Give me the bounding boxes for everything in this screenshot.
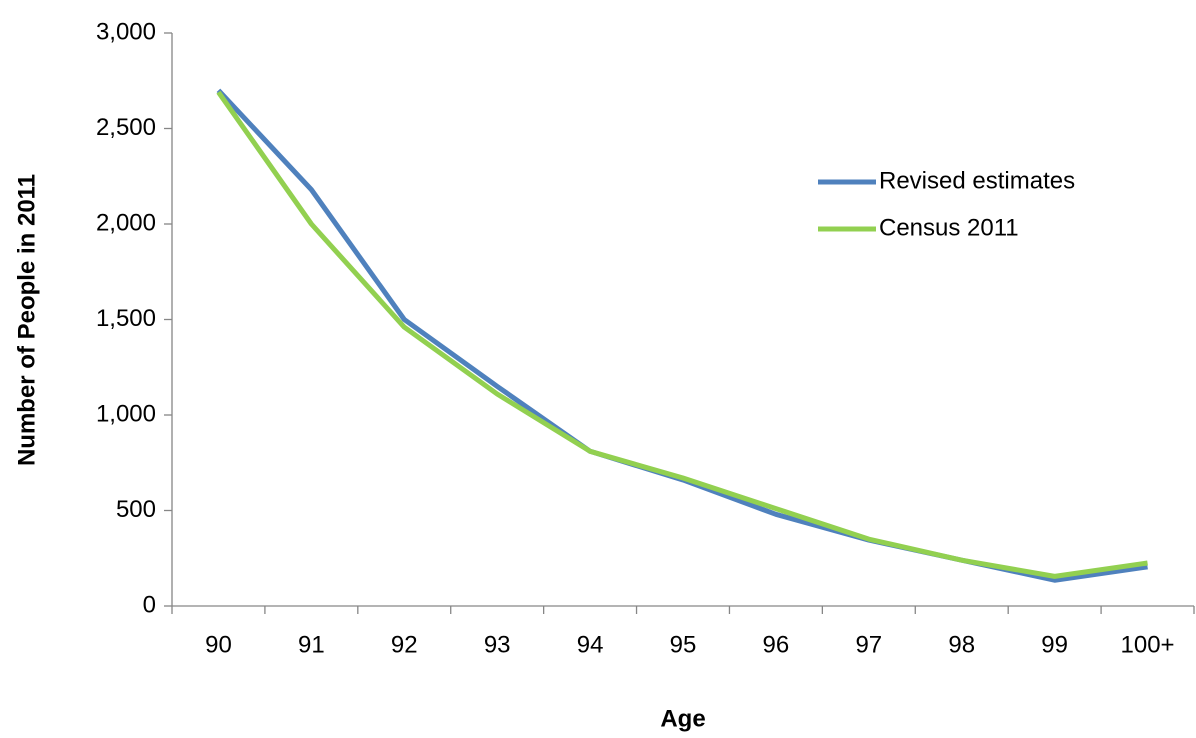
line-series [216, 90, 1148, 579]
x-tick-label: 92 [391, 631, 418, 658]
x-tick-label: 91 [298, 631, 325, 658]
x-tick-label: 93 [484, 631, 511, 658]
y-tick-label: 1,500 [96, 305, 156, 332]
x-tick-label: 100+ [1121, 631, 1175, 658]
x-axis-label: Age [660, 705, 705, 732]
x-tick-label: 97 [855, 631, 882, 658]
y-tick-label: 500 [116, 496, 156, 523]
x-tick-label: 96 [763, 631, 790, 658]
line-series [216, 88, 1148, 583]
y-tick-label: 1,000 [96, 400, 156, 427]
x-tick-label: 94 [577, 631, 604, 658]
x-tick-label: 98 [948, 631, 975, 658]
y-axis-label: Number of People in 2011 [13, 174, 40, 466]
x-tick-label: 90 [205, 631, 232, 658]
y-tick-label: 3,000 [96, 18, 156, 45]
y-tick-label: 0 [143, 591, 156, 618]
y-tick-label: 2,500 [96, 114, 156, 141]
y-tick-label: 2,000 [96, 209, 156, 236]
x-tick-label: 95 [670, 631, 697, 658]
legend-label: Census 2011 [879, 214, 1019, 241]
legend-label: Revised estimates [879, 167, 1075, 194]
x-tick-label: 99 [1041, 631, 1068, 658]
